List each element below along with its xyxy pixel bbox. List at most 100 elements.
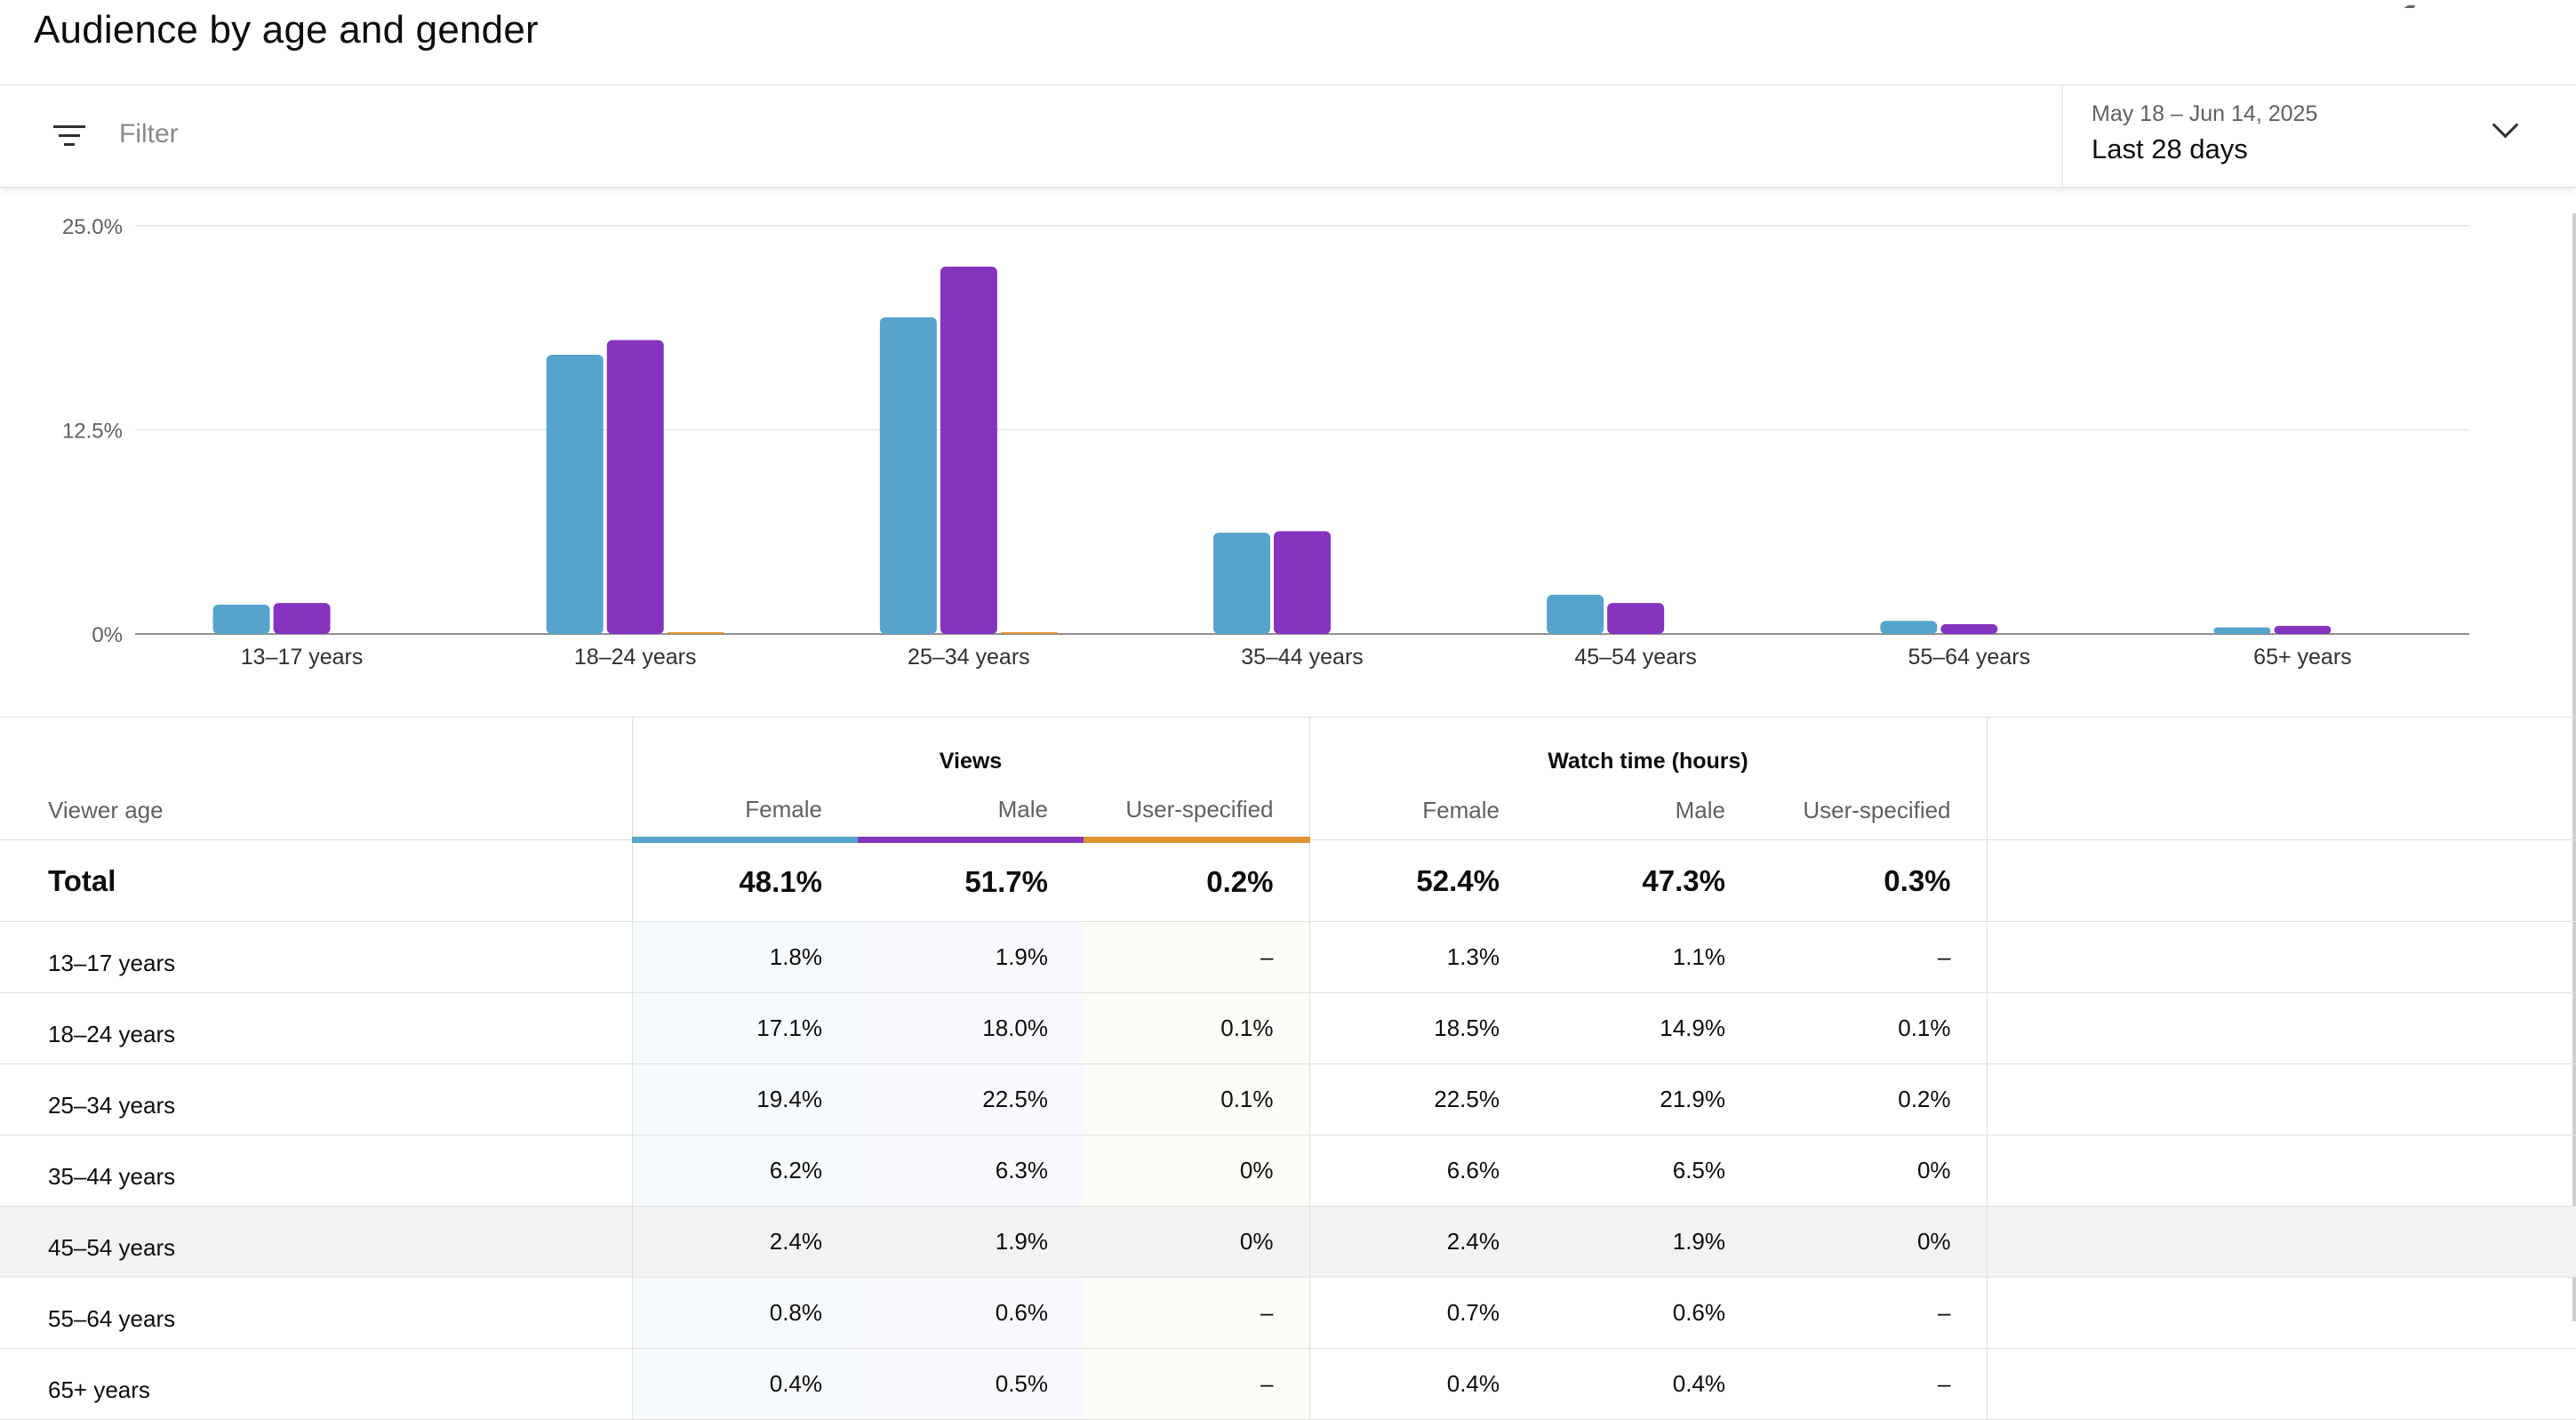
watch-user-specified-cell: 0.1% xyxy=(1761,992,1988,1064)
row-age: 55–64 years xyxy=(0,1277,632,1349)
bar xyxy=(2213,627,2271,634)
bar xyxy=(2274,625,2332,634)
x-tick-label: 18–24 years xyxy=(574,645,697,670)
empty-cell xyxy=(1986,839,2576,922)
viewer-age-header[interactable]: Viewer age xyxy=(0,782,632,840)
date-range-dropdown[interactable]: May 18 – Jun 14, 2025 Last 28 days xyxy=(2062,85,2576,187)
watch-female-cell: 6.6% xyxy=(1308,1135,1535,1207)
age-gender-bar-chart: 0% 12.5% 25.0% 13–17 years 18–24 years 25–34 … xyxy=(62,215,2469,670)
bar xyxy=(212,604,270,634)
page-title: Audience by age and gender xyxy=(34,8,539,52)
watch-user-specified-cell: 0% xyxy=(1761,1206,1988,1278)
views-male-cell: 0.5% xyxy=(858,1348,1084,1420)
views-male-cell: 18.0% xyxy=(858,992,1084,1064)
total-watch-female: 52.4% xyxy=(1308,839,1535,922)
bar xyxy=(1880,621,1938,634)
audience-table: Views Watch time (hours) Viewer age Fema… xyxy=(0,717,2576,1420)
views-female-header[interactable]: Female xyxy=(631,782,858,843)
row-age: 25–34 years xyxy=(0,1063,632,1135)
watch-male-header[interactable]: Male xyxy=(1535,782,1761,840)
empty-header xyxy=(1986,782,2576,840)
watch-female-cell: 0.4% xyxy=(1308,1348,1535,1420)
bar xyxy=(606,340,664,634)
total-label: Total xyxy=(0,839,632,922)
total-watch-user-specified: 0.3% xyxy=(1761,839,1988,922)
filter-input[interactable]: Filter xyxy=(119,119,179,148)
bar xyxy=(1213,533,1270,634)
filter-icon[interactable] xyxy=(53,123,85,148)
views-female-cell: 19.4% xyxy=(631,1063,858,1135)
bar xyxy=(1274,531,1331,634)
views-user-specified-cell: 0% xyxy=(1084,1206,1309,1278)
views-female-cell: 0.4% xyxy=(631,1348,858,1420)
total-views-user-specified: 0.2% xyxy=(1084,839,1309,922)
table-row[interactable]: 45–54 years 2.4% 1.9% 0% 2.4% 1.9% 0% xyxy=(0,1206,2576,1278)
empty-cell xyxy=(1986,921,2576,993)
table-row[interactable]: 13–17 years 1.8% 1.9% – 1.3% 1.1% – xyxy=(0,921,2576,993)
corner-mark-icon xyxy=(2404,0,2419,8)
bar xyxy=(273,603,331,634)
views-user-specified-cell: 0% xyxy=(1084,1135,1309,1207)
x-tick-label: 13–17 years xyxy=(241,645,364,670)
watch-user-specified-cell: – xyxy=(1761,1348,1988,1420)
table-row[interactable]: 35–44 years 6.2% 6.3% 0% 6.6% 6.5% 0% xyxy=(0,1135,2576,1207)
row-age: 65+ years xyxy=(0,1348,632,1420)
watch-user-specified-header[interactable]: User-specified xyxy=(1761,782,1988,840)
x-tick-label: 45–54 years xyxy=(1574,645,1697,670)
views-male-cell: 1.9% xyxy=(858,1206,1084,1278)
views-male-cell: 1.9% xyxy=(858,921,1084,993)
watch-user-specified-cell: 0.2% xyxy=(1761,1063,1988,1135)
row-age: 35–44 years xyxy=(0,1135,632,1207)
empty-cell xyxy=(1986,1063,2576,1135)
row-age: 18–24 years xyxy=(0,992,632,1064)
row-age: 13–17 years xyxy=(0,921,632,993)
views-female-cell: 2.4% xyxy=(631,1206,858,1278)
views-female-cell: 17.1% xyxy=(631,992,858,1064)
bar xyxy=(1547,594,1604,634)
bar xyxy=(1607,603,1665,634)
views-user-specified-cell: 0.1% xyxy=(1084,1063,1309,1135)
views-group-header: Views xyxy=(631,718,1309,782)
y-tick-label: 0% xyxy=(92,623,123,647)
empty-header xyxy=(0,718,632,782)
table-row[interactable]: 55–64 years 0.8% 0.6% – 0.7% 0.6% – xyxy=(0,1277,2576,1349)
watch-female-cell: 22.5% xyxy=(1308,1063,1535,1135)
watch-male-cell: 1.9% xyxy=(1535,1206,1761,1278)
watch-female-header[interactable]: Female xyxy=(1308,782,1535,840)
total-watch-male: 47.3% xyxy=(1535,839,1761,922)
views-female-cell: 0.8% xyxy=(631,1277,858,1349)
total-views-male: 51.7% xyxy=(858,839,1084,922)
views-user-specified-cell: – xyxy=(1084,1348,1309,1420)
views-male-header[interactable]: Male xyxy=(858,782,1084,843)
watch-female-cell: 2.4% xyxy=(1308,1206,1535,1278)
watch-female-cell: 18.5% xyxy=(1308,992,1535,1064)
table-row[interactable]: 25–34 years 19.4% 22.5% 0.1% 22.5% 21.9%… xyxy=(0,1063,2576,1135)
watch-male-cell: 14.9% xyxy=(1535,992,1761,1064)
filter-bar: Filter May 18 – Jun 14, 2025 Last 28 day… xyxy=(0,84,2576,188)
empty-cell xyxy=(1986,1206,2576,1278)
views-male-cell: 6.3% xyxy=(858,1135,1084,1207)
chevron-down-icon[interactable] xyxy=(2492,111,2519,139)
bar xyxy=(546,355,604,634)
watch-female-cell: 1.3% xyxy=(1308,921,1535,993)
x-tick-label: 65+ years xyxy=(2253,645,2352,670)
empty-cell xyxy=(1986,1348,2576,1420)
bar xyxy=(1000,632,1058,634)
empty-cell xyxy=(1986,1135,2576,1207)
views-user-specified-header[interactable]: User-specified xyxy=(1084,782,1309,843)
table-row[interactable]: 65+ years 0.4% 0.5% – 0.4% 0.4% – xyxy=(0,1348,2576,1420)
views-male-cell: 22.5% xyxy=(858,1063,1084,1135)
views-female-cell: 6.2% xyxy=(631,1135,858,1207)
watch-male-cell: 1.1% xyxy=(1535,921,1761,993)
watch-time-group-header: Watch time (hours) xyxy=(1308,718,1988,782)
total-views-female: 48.1% xyxy=(631,839,858,922)
watch-female-cell: 0.7% xyxy=(1308,1277,1535,1349)
table-row[interactable]: 18–24 years 17.1% 18.0% 0.1% 18.5% 14.9%… xyxy=(0,992,2576,1064)
watch-male-cell: 0.4% xyxy=(1535,1348,1761,1420)
empty-header xyxy=(1986,718,2576,782)
bar xyxy=(940,266,997,634)
views-user-specified-cell: – xyxy=(1084,921,1309,993)
date-period-text: Last 28 days xyxy=(2092,133,2248,164)
views-user-specified-cell: – xyxy=(1084,1277,1309,1349)
empty-cell xyxy=(1986,1277,2576,1349)
